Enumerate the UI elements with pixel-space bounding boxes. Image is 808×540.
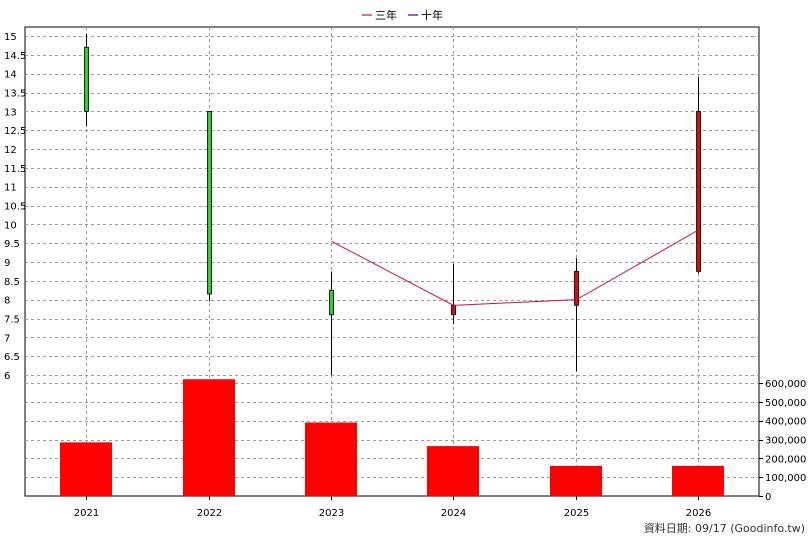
x-tick-label: 2025 <box>564 508 589 519</box>
plot-frame <box>24 26 760 497</box>
volume-axis: 0 100,000 200,000 300,000 400,000 500,000 600,… <box>759 379 806 503</box>
price-tick-label: 7 <box>4 333 10 344</box>
volume-tick-label: 600,000 <box>765 379 806 390</box>
volume-tick-label: 200,000 <box>765 454 806 465</box>
x-tick-label: 2021 <box>74 508 99 519</box>
moving-average-lines <box>331 229 699 306</box>
volume-bar-2026 <box>672 465 724 496</box>
candle-body-2026 <box>696 110 701 272</box>
price-tick-label: 10.5 <box>4 202 26 213</box>
candle-body-2025 <box>574 271 579 306</box>
price-tick-label: 12 <box>4 145 17 156</box>
x-tick-label: 2022 <box>197 508 222 519</box>
price-tick-label: 14 <box>4 70 17 81</box>
price-tick-label: 9 <box>4 258 10 269</box>
legend-label-ten-year: 十年 <box>421 8 443 22</box>
grid <box>25 27 759 496</box>
volume-tick-label: 0 <box>765 492 771 503</box>
candles <box>84 34 701 375</box>
price-tick-label: 8 <box>4 296 10 307</box>
candle-body-2022 <box>207 110 212 295</box>
price-axis: 15 14.5 14 13.5 13 12.5 12 11.5 11 10.5 10 9.5 9 8.5 8… <box>4 32 26 382</box>
price-tick-label: 12.5 <box>4 126 26 137</box>
candle-body-2024 <box>451 304 456 316</box>
price-tick-label: 8.5 <box>4 277 20 288</box>
price-tick-label: 10 <box>4 220 17 231</box>
data-date-footer: 資料日期: 09/17 (Goodinfo.tw) <box>644 521 805 535</box>
volume-tick-label: 400,000 <box>765 417 806 428</box>
volume-bars <box>60 379 724 496</box>
volume-tick-label: 500,000 <box>765 398 806 409</box>
line-series-三年 <box>331 229 699 306</box>
price-tick-label: 15 <box>4 32 17 43</box>
candle-body-2023 <box>329 289 334 316</box>
volume-bar-2024 <box>427 446 479 496</box>
legend-label-three-year: 三年 <box>375 8 397 22</box>
volume-tick-label: 300,000 <box>765 436 806 447</box>
x-tick-label: 2026 <box>686 508 711 519</box>
price-tick-label: 14.5 <box>4 51 26 62</box>
volume-tick-label: 100,000 <box>765 473 806 484</box>
x-tick-label: 2023 <box>319 508 344 519</box>
price-tick-label: 9.5 <box>4 239 20 250</box>
legend: 三年 十年 <box>362 8 443 22</box>
volume-bar-2025 <box>550 465 602 496</box>
candle-body-2021 <box>84 46 89 112</box>
price-tick-label: 6.5 <box>4 352 20 363</box>
price-tick-label: 7.5 <box>4 315 20 326</box>
volume-bar-2023 <box>305 422 357 496</box>
volume-bar-2022 <box>183 379 235 496</box>
price-tick-label: 11 <box>4 183 17 194</box>
x-tick-label: 2024 <box>441 508 466 519</box>
x-axis: 2021 2022 2023 2024 2025 2026 <box>74 496 711 519</box>
price-tick-label: 13 <box>4 107 17 118</box>
volume-bar-2021 <box>60 442 112 496</box>
price-tick-label: 6 <box>4 371 10 382</box>
price-tick-label: 13.5 <box>4 89 26 100</box>
price-tick-label: 11.5 <box>4 164 26 175</box>
